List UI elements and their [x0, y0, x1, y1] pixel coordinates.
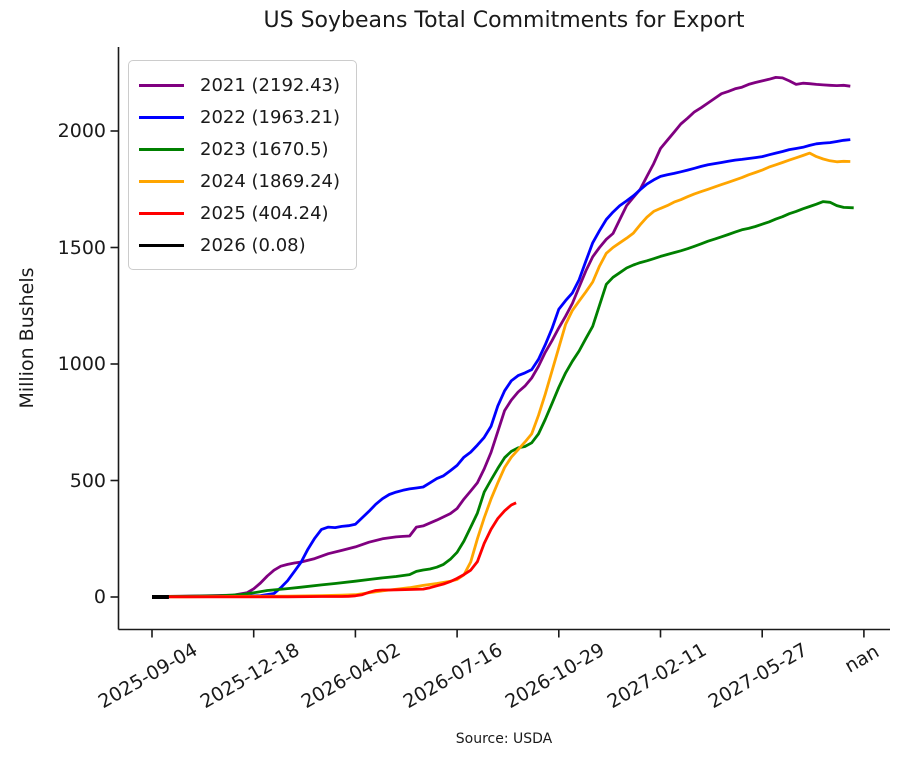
- legend-swatch-2023: [139, 147, 184, 151]
- y-tick-label: 1000: [57, 353, 106, 375]
- legend-label: 2026 (0.08): [200, 234, 306, 256]
- legend-label: 2022 (1963.21): [200, 106, 341, 128]
- y-tick-label: 0: [93, 586, 106, 608]
- legend-item-2022: 2022 (1963.21): [139, 101, 340, 133]
- legend-item-2025: 2025 (404.24): [139, 197, 340, 229]
- legend-swatch-2024: [139, 179, 184, 183]
- legend-label: 2021 (2192.43): [200, 74, 341, 96]
- series-line-2022: [152, 138, 851, 598]
- series-line-2021: [151, 76, 851, 598]
- legend-swatch-2025: [139, 211, 184, 215]
- legend-swatch-2022: [139, 115, 184, 119]
- y-tick-label: 500: [69, 469, 106, 492]
- series-line-2023: [151, 200, 854, 598]
- legend-label: 2023 (1670.5): [200, 138, 329, 160]
- legend-item-2021: 2021 (2192.43): [139, 69, 340, 101]
- legend-item-2026: 2026 (0.08): [139, 229, 340, 261]
- y-tick-label: 2000: [57, 120, 106, 142]
- series-line-2025: [152, 501, 517, 599]
- legend-label: 2025 (404.24): [200, 202, 329, 224]
- chart-title: US Soybeans Total Commitments for Export: [263, 8, 745, 33]
- legend-swatch-2021: [139, 83, 184, 87]
- legend-label: 2024 (1869.24): [200, 170, 341, 192]
- legend: 2021 (2192.43) 2022 (1963.21) 2023 (1670.5…: [128, 60, 358, 270]
- source-note: Source: USDA: [455, 731, 553, 747]
- legend-item-2023: 2023 (1670.5): [139, 133, 340, 165]
- series-line-2024: [152, 151, 851, 599]
- legend-item-2024: 2024 (1869.24): [139, 165, 340, 197]
- y-tick-label: 1500: [57, 236, 106, 259]
- legend-swatch-2026: [139, 243, 184, 247]
